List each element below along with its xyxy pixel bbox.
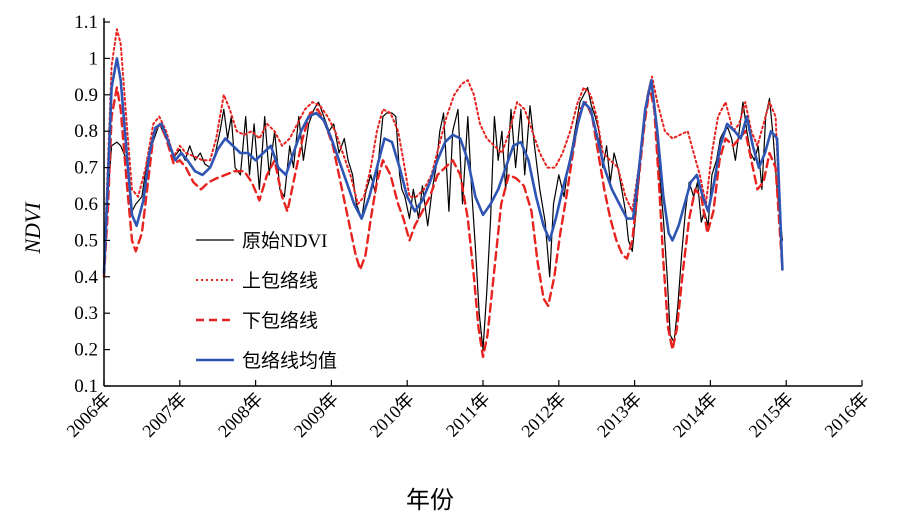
- x-tick-label: 2010年: [366, 389, 418, 441]
- y-tick-label: 0.8: [74, 121, 98, 142]
- series-line-4: [102, 57, 784, 275]
- series-line-3: [102, 86, 784, 359]
- y-tick-label: 0.5: [74, 230, 98, 251]
- x-tick-label: 2014年: [669, 389, 721, 441]
- legend-label-2: 上包络线: [242, 270, 318, 292]
- y-tick-label: 1.1: [74, 12, 98, 33]
- x-tick-label: 2013年: [593, 389, 645, 441]
- series-layer: [102, 28, 784, 359]
- x-tick-label: 2015年: [745, 389, 797, 441]
- x-tick-label: 2009年: [290, 389, 342, 441]
- legend-label-4: 包络线均值: [242, 350, 337, 372]
- x-tick-label: 2011年: [442, 389, 494, 441]
- x-tick-label: 2016年: [821, 389, 873, 441]
- x-tick-label: 2007年: [138, 389, 190, 441]
- y-axis-label: NDVI: [20, 201, 45, 255]
- y-tick-label: 0.7: [74, 158, 98, 179]
- axis-layer: [103, 18, 862, 387]
- legend-label-3: 下包络线: [242, 310, 318, 332]
- x-axis-label: 年份: [406, 487, 454, 514]
- y-tick-label: 0.3: [74, 303, 98, 324]
- y-tick-label: 0.4: [74, 267, 98, 288]
- y-tick-label: 0.2: [74, 340, 98, 361]
- y-tick-label: 1: [89, 48, 99, 69]
- y-tick-label: 0.1: [74, 376, 98, 397]
- y-tick-label: 0.9: [74, 85, 98, 106]
- y-tick-label: 0.6: [74, 194, 98, 215]
- series-line-1: [103, 79, 783, 351]
- x-tick-label: 2012年: [517, 389, 569, 441]
- series-line-2: [103, 28, 784, 271]
- legend-label-1: 原始NDVI: [242, 230, 328, 252]
- x-tick-label: 2008年: [214, 389, 266, 441]
